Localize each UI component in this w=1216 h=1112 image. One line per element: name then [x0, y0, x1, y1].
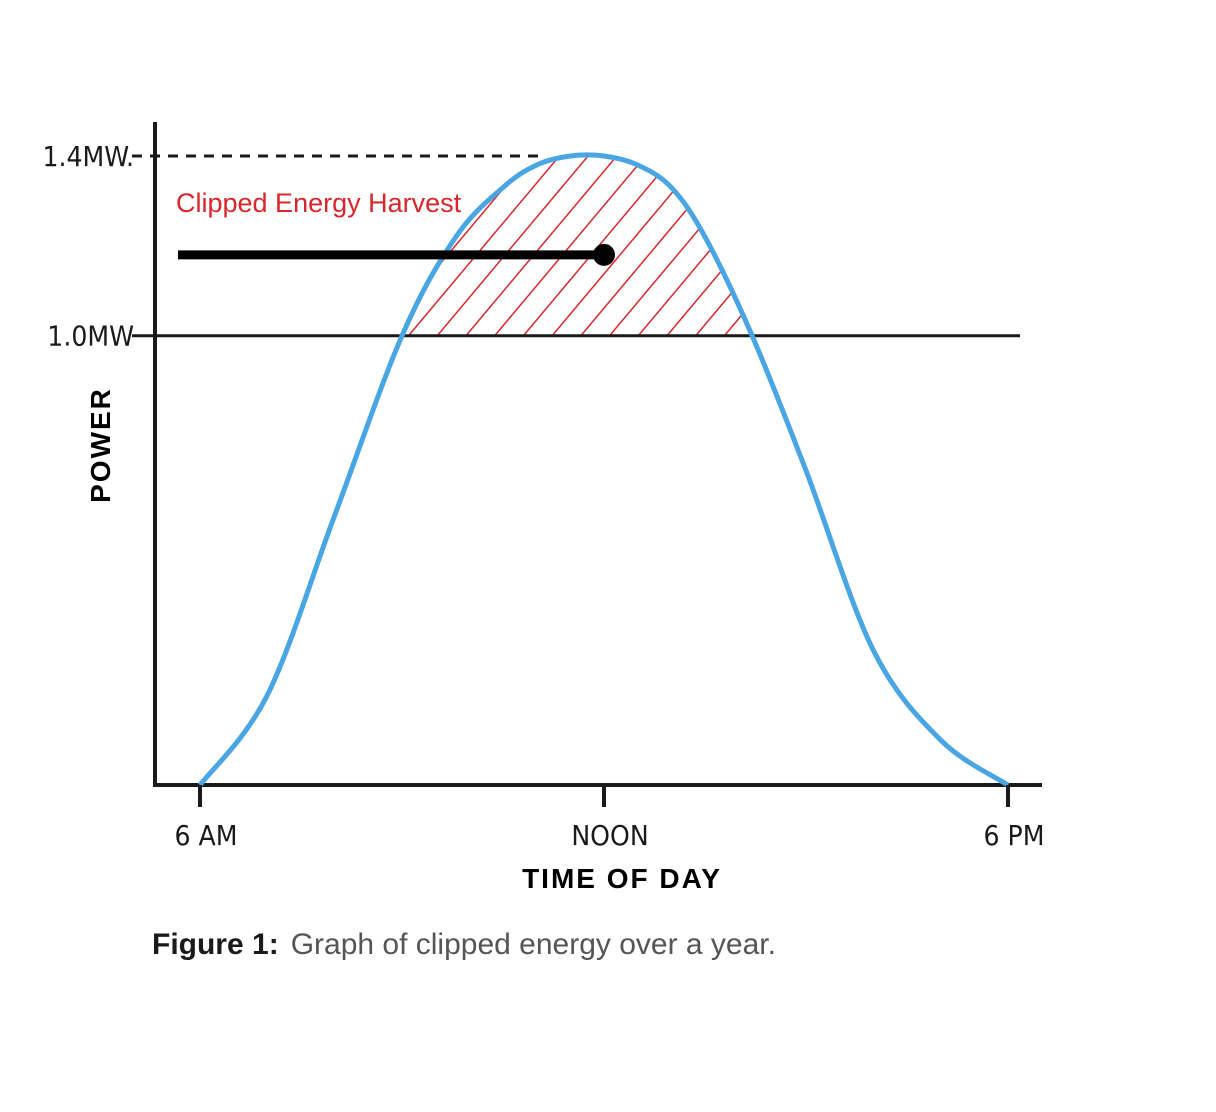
y-tick-label: 1.4MW.: [43, 140, 134, 173]
x-axis-title: TIME OF DAY: [522, 863, 722, 894]
annotation-label: Clipped Energy Harvest: [176, 188, 462, 218]
y-axis-title: POWER: [85, 387, 116, 503]
annotation-pointer-dot: [593, 243, 615, 266]
figure-label: Figure 1:: [152, 928, 279, 961]
x-tick-label: 6 AM: [175, 819, 238, 852]
x-tick-label: NOON: [571, 819, 648, 852]
caption-text: Graph of clipped energy over a year.: [290, 928, 776, 961]
y-tick-label: 1.0MW: [47, 320, 134, 353]
figure-caption: Figure 1: Graph of clipped energy over a …: [152, 928, 776, 962]
x-tick-label: 6 PM: [984, 819, 1045, 852]
chart: Clipped Energy Harvest 1.4MW. 1.0MW 6 AM…: [43, 122, 1045, 894]
power-curve: [198, 152, 1010, 788]
